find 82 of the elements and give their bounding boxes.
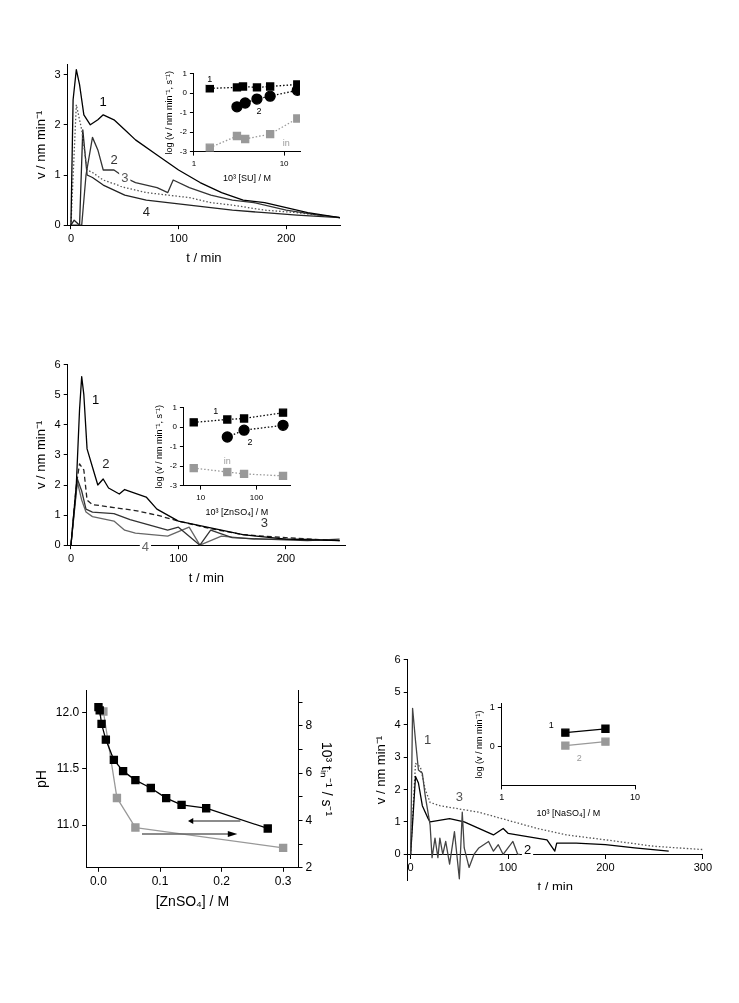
y-tick-label: 2 — [54, 117, 61, 130]
y-axis-title: v / nm min⁻¹ — [33, 420, 49, 490]
series-label: 2 — [247, 436, 253, 447]
x-tick-label: 10 — [629, 792, 641, 803]
y-tick-label: -1 — [169, 441, 178, 451]
series-label: in — [223, 456, 231, 467]
x-axis-title: 10³ [NaSO₄] / M — [536, 808, 601, 819]
y-tick-label: 3 — [54, 447, 61, 460]
y2-tick-label: 2 — [305, 860, 313, 875]
series-label: 1 — [207, 73, 213, 84]
y-tick-label: 0 — [54, 538, 61, 551]
y-axis-title: log (v / nm min⁻¹, s⁻¹) — [153, 404, 164, 489]
y-axis-title: v / nm min⁻¹ — [373, 735, 389, 805]
series-label: 1 — [548, 720, 554, 731]
y-axis-title: pH — [33, 770, 50, 788]
series-label: 2 — [110, 151, 118, 167]
x-tick-label: 0.1 — [151, 874, 169, 889]
series-label: 2 — [256, 105, 262, 116]
y-tick-label: 4 — [54, 417, 61, 430]
y-axis-title: log (v / nm min⁻¹, s⁻¹) — [163, 70, 174, 155]
y-tick-label: 1 — [394, 814, 401, 827]
y2-tick-label: 8 — [305, 718, 313, 733]
y-tick-label: 1 — [54, 168, 61, 181]
series-label: 1 — [423, 732, 432, 748]
y-tick-label: 4 — [394, 717, 401, 730]
y2-tick-label: 6 — [305, 765, 313, 780]
series-label: 1 — [92, 392, 100, 408]
y-tick-label: 6 — [54, 357, 61, 370]
y-axis-title: log (v / nm min⁻¹) — [473, 710, 484, 779]
x-tick-label: 0.0 — [90, 874, 108, 889]
y2-axis-title: 10³ tᵢₙ⁻¹ / s⁻¹ — [318, 741, 335, 817]
x-tick-label: 100 — [169, 551, 188, 564]
x-tick-label: 100 — [249, 492, 264, 502]
series-label: 3 — [121, 170, 129, 186]
x-tick-label: 200 — [596, 861, 615, 874]
y-tick-label: -3 — [179, 146, 188, 156]
y-tick-label: 1 — [172, 403, 178, 412]
series-label: 4 — [141, 538, 150, 554]
x-tick-label: 100 — [169, 231, 188, 244]
y-tick-label: 6 — [394, 652, 401, 665]
y-tick-label: 0 — [182, 88, 188, 98]
y-tick-label: -3 — [169, 480, 178, 490]
y-tick-label: 2 — [394, 782, 401, 795]
y-tick-label: 3 — [54, 67, 61, 80]
y-tick-label: 11.0 — [56, 817, 80, 832]
y-tick-label: 11.5 — [56, 761, 80, 776]
series-label: 3 — [455, 788, 463, 804]
y2-tick-label: 4 — [305, 812, 313, 827]
series-label: 1 — [213, 405, 219, 416]
y-tick-label: -2 — [169, 461, 178, 471]
y-axis-title: v / nm min⁻¹ — [33, 110, 49, 180]
y-tick-label: 1 — [54, 508, 61, 521]
series-label: 2 — [523, 842, 532, 858]
y-tick-label: 3 — [394, 750, 401, 763]
y-tick-label: 2 — [54, 478, 61, 491]
x-axis-title: [ZnSO₄] / M — [155, 893, 230, 910]
x-axis-title: t / min — [188, 569, 225, 585]
x-axis-title: 10³ [SU] / M — [222, 173, 271, 184]
series-label: in — [282, 137, 290, 148]
y-tick-label: 1 — [182, 69, 188, 78]
y-tick-label: 12.0 — [55, 704, 80, 719]
x-tick-label: 10 — [196, 492, 206, 502]
y-tick-label: 5 — [54, 387, 61, 400]
series-label: 2 — [102, 455, 110, 471]
x-tick-label: 0.2 — [213, 874, 231, 889]
y-tick-label: 5 — [394, 685, 401, 698]
x-tick-label: 200 — [277, 231, 296, 244]
x-tick-label: 300 — [693, 861, 712, 874]
y-tick-label: -2 — [179, 127, 188, 137]
series-label: 1 — [99, 94, 107, 110]
x-tick-label: 100 — [498, 861, 518, 874]
x-axis-title: t / min — [186, 249, 222, 265]
x-tick-label: 10 — [279, 158, 290, 168]
series-label: 2 — [576, 753, 582, 764]
y-tick-label: 0 — [172, 422, 178, 432]
y-tick-label: 0 — [54, 218, 61, 231]
x-tick-label: 0 — [407, 861, 414, 874]
y-tick-label: 0 — [394, 847, 401, 860]
x-tick-label: 200 — [276, 551, 296, 564]
series-label: 4 — [142, 203, 150, 219]
x-tick-label: 0.3 — [274, 874, 292, 889]
y-tick-label: -1 — [179, 107, 188, 117]
